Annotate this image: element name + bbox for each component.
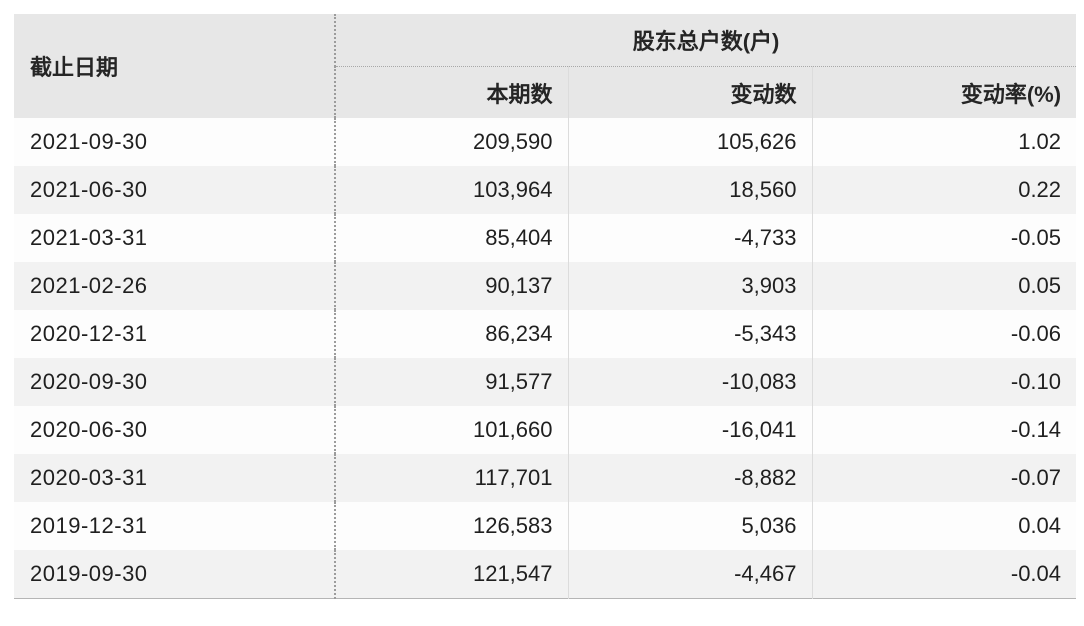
table-row: 2020-06-30 101,660 -16,041 -0.14 <box>14 406 1077 454</box>
change-count-cell: 105,626 <box>567 118 812 166</box>
change-count-cell: -8,882 <box>567 454 812 502</box>
change-rate-cell: -0.10 <box>811 358 1077 406</box>
table-row: 2019-12-31 126,583 5,036 0.04 <box>14 502 1077 550</box>
header-group-title: 股东总户数(户) <box>335 14 1077 67</box>
table-row: 2021-06-30 103,964 18,560 0.22 <box>14 166 1077 214</box>
current-count-cell: 126,583 <box>472 513 553 538</box>
change-rate-cell: 0.05 <box>811 262 1077 310</box>
current-count-cell: 103,964 <box>472 177 553 202</box>
date-cell: 2020-06-30 <box>14 406 336 454</box>
date-cell: 2019-09-30 <box>14 550 336 598</box>
date-cell: 2021-02-26 <box>14 262 336 310</box>
change-rate-cell: -0.14 <box>811 406 1077 454</box>
change-count-cell: -5,343 <box>567 310 812 358</box>
table-row: 2020-12-31 86,234 -5,343 -0.06 <box>14 310 1077 358</box>
table-row: 2021-03-31 85,404 -4,733 -0.05 <box>14 214 1077 262</box>
date-cell: 2021-09-30 <box>14 118 336 166</box>
change-count-cell: -4,467 <box>567 550 812 598</box>
current-count-cell: 86,234 <box>485 321 553 346</box>
date-cell: 2020-09-30 <box>14 358 336 406</box>
date-cell: 2020-12-31 <box>14 310 336 358</box>
current-count-cell: 91,577 <box>485 369 553 394</box>
table-body: 2021-09-30 209,590 105,626 1.02 2021-06-… <box>14 118 1077 598</box>
table-row: 2021-02-26 90,137 3,903 0.05 <box>14 262 1077 310</box>
table-row: 2020-03-31 117,701 -8,882 -0.07 <box>14 454 1077 502</box>
table-row: 2020-09-30 91,577 -10,083 -0.10 <box>14 358 1077 406</box>
table-row: 2021-09-30 209,590 105,626 1.02 <box>14 118 1077 166</box>
change-rate-cell: -0.04 <box>811 550 1077 598</box>
header-change-rate: 变动率(%) <box>811 66 1077 118</box>
shareholder-count-table-container: 截止日期 股东总户数(户) 本期数 变动数 变动率(%) 2021-09-30 … <box>14 14 1077 599</box>
shareholder-count-table: 截止日期 股东总户数(户) 本期数 变动数 变动率(%) 2021-09-30 … <box>14 14 1077 599</box>
date-cell: 2019-12-31 <box>14 502 336 550</box>
change-rate-cell: -0.06 <box>811 310 1077 358</box>
change-count-cell: 3,903 <box>567 262 812 310</box>
change-count-cell: -10,083 <box>567 358 812 406</box>
current-count-cell: 121,547 <box>472 560 553 586</box>
change-rate-cell: -0.07 <box>811 454 1077 502</box>
change-rate-cell: -0.05 <box>811 214 1077 262</box>
change-count-cell: -16,041 <box>567 406 812 454</box>
table-row: 2019-09-30 121,547 -4,467 -0.04 <box>14 550 1077 598</box>
header-change-count: 变动数 <box>567 66 812 118</box>
current-count-cell: 90,137 <box>485 273 553 298</box>
header-current-count: 本期数 <box>335 66 568 118</box>
date-cell: 2021-06-30 <box>14 166 336 214</box>
change-rate-cell: 1.02 <box>811 118 1077 166</box>
change-count-cell: -4,733 <box>567 214 812 262</box>
change-count-cell: 5,036 <box>567 502 812 550</box>
current-count-cell: 117,701 <box>474 465 553 490</box>
current-count-cell: 209,590 <box>472 129 553 154</box>
header-date-column: 截止日期 <box>14 14 336 118</box>
table-header: 截止日期 股东总户数(户) 本期数 变动数 变动率(%) <box>14 14 1077 118</box>
change-count-cell: 18,560 <box>567 166 812 214</box>
date-cell: 2021-03-31 <box>14 214 336 262</box>
current-count-cell: 85,404 <box>485 225 553 250</box>
date-cell: 2020-03-31 <box>14 454 336 502</box>
change-rate-cell: 0.22 <box>811 166 1077 214</box>
change-rate-cell: 0.04 <box>811 502 1077 550</box>
current-count-cell: 101,660 <box>472 417 553 442</box>
